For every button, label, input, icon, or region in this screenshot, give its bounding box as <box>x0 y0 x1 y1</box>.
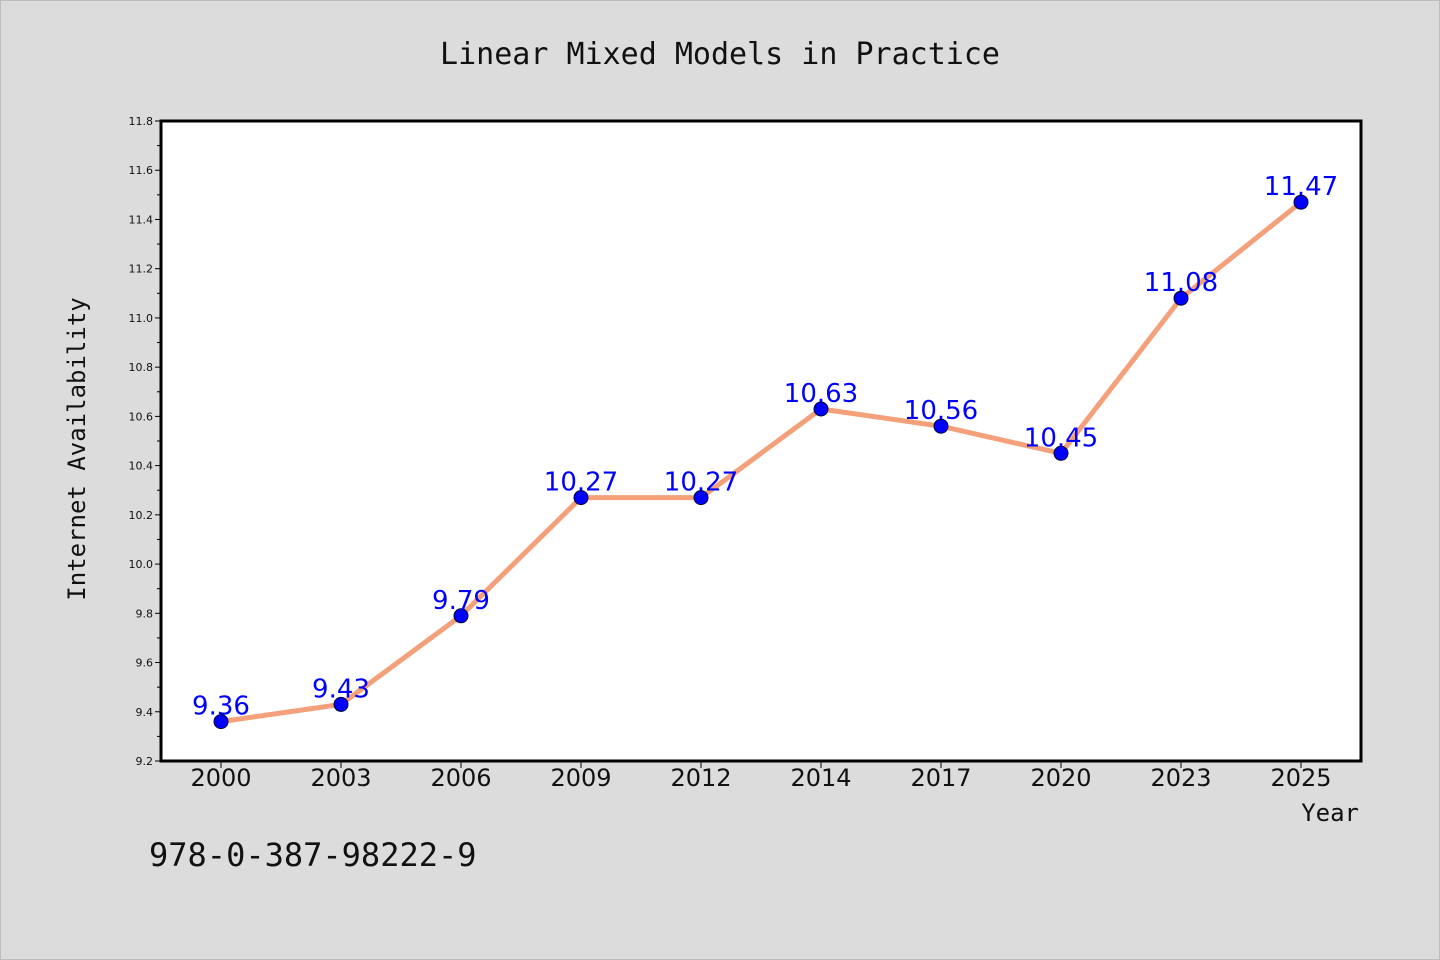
data-point <box>573 490 589 506</box>
data-point <box>1293 194 1309 210</box>
x-tick-label: 2009 <box>550 764 611 792</box>
y-tick-label: 10.2 <box>129 509 154 522</box>
x-tick-label: 2017 <box>910 764 971 792</box>
y-tick-label: 9.2 <box>136 755 154 768</box>
x-axis-label: Year <box>1301 799 1359 827</box>
chart-title: Linear Mixed Models in Practice <box>440 37 1000 72</box>
y-tick-label: 11.8 <box>129 115 154 128</box>
data-label: 9.36 <box>192 692 250 722</box>
data-label: 9.79 <box>432 586 490 616</box>
y-tick-label: 10.8 <box>129 361 154 374</box>
x-tick-label: 2014 <box>790 764 851 792</box>
x-tick-label: 2003 <box>310 764 371 792</box>
data-point <box>693 490 709 506</box>
x-tick-label: 2012 <box>670 764 731 792</box>
x-tick-label: 2020 <box>1030 764 1091 792</box>
data-label: 11.08 <box>1144 268 1218 298</box>
y-axis: 9.2 9.4 9.6 9.8 10.0 10.2 10.4 10.6 10.8 11.0 11.2… <box>129 115 161 768</box>
y-tick-label: 10.0 <box>129 558 154 571</box>
y-tick-label: 10.4 <box>129 460 154 473</box>
plot-area <box>159 119 1363 763</box>
x-tick-label: 2006 <box>430 764 491 792</box>
data-point <box>933 418 949 434</box>
y-tick-label: 11.0 <box>129 312 154 325</box>
data-point <box>1053 445 1069 461</box>
data-label: 10.45 <box>1024 423 1098 453</box>
y-tick-label: 10.6 <box>129 410 154 423</box>
y-axis-label: Internet Availability <box>63 297 91 600</box>
y-tick-label: 11.6 <box>129 164 154 177</box>
data-point <box>813 401 829 417</box>
data-point <box>1173 290 1189 306</box>
data-label: 10.27 <box>544 468 618 498</box>
data-label: 11.47 <box>1264 172 1338 202</box>
y-tick-label: 9.6 <box>136 657 154 670</box>
x-tick-label: 2025 <box>1270 764 1331 792</box>
series-line <box>218 199 1304 725</box>
data-labels: 9.36 9.43 9.79 10.27 10.27 10.63 10.56 10.45 11.… <box>192 172 1338 721</box>
y-tick-label: 9.4 <box>136 706 154 719</box>
x-axis: 2000 2003 2006 2009 2012 2014 2017 2020 2023 2025 <box>190 761 1332 792</box>
y-tick-label: 11.4 <box>129 213 154 226</box>
x-tick-label: 2000 <box>190 764 251 792</box>
y-tick-label: 9.8 <box>136 607 154 620</box>
data-point <box>213 714 229 730</box>
series-layer <box>213 194 1309 730</box>
data-label: 10.63 <box>784 379 858 409</box>
data-point <box>453 608 469 624</box>
x-tick-label: 2023 <box>1150 764 1211 792</box>
data-label: 10.56 <box>904 396 978 426</box>
isbn-note: 978-0-387-98222-9 <box>149 836 477 874</box>
y-tick-label: 11.2 <box>129 263 154 276</box>
data-label: 10.27 <box>664 468 738 498</box>
data-point <box>333 696 349 712</box>
data-label: 9.43 <box>312 674 370 704</box>
